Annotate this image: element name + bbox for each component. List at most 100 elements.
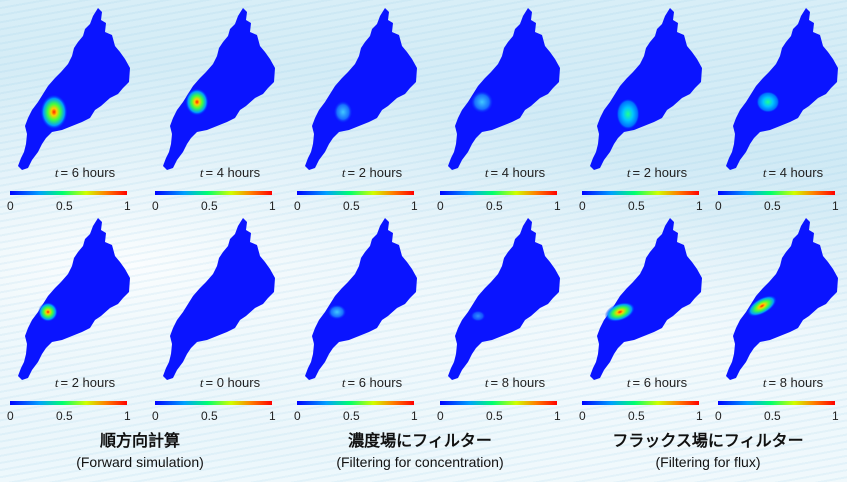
tick-mid: 0.5 — [628, 409, 645, 423]
tick-mid: 0.5 — [764, 199, 781, 213]
map-panel-12: t = 8 hours 0 0.5 1 — [710, 212, 846, 423]
colorbar-ticks: 0 0.5 1 — [710, 409, 846, 423]
caption-en: (Filtering for concentration) — [336, 454, 504, 470]
colorbar — [297, 401, 414, 405]
colorbar-ticks: 0 0.5 1 — [289, 409, 425, 423]
caption-jp: 濃度場にフィルター — [348, 431, 492, 450]
lake-map — [574, 212, 710, 382]
map-panel-9: t = 6 hours 0 0.5 1 — [289, 212, 425, 423]
colorbar-ticks: 0 0.5 1 — [2, 199, 138, 213]
caption-jp: フラックス場にフィルター — [612, 431, 804, 450]
tick-min: 0 — [579, 199, 586, 213]
colorbar-ticks: 0 0.5 1 — [147, 409, 283, 423]
tick-max: 1 — [832, 409, 839, 423]
map-panel-10: t = 8 hours 0 0.5 1 — [432, 212, 568, 423]
tick-max: 1 — [124, 409, 131, 423]
colorbar-ticks: 0 0.5 1 — [432, 199, 568, 213]
lake-map — [710, 2, 846, 172]
map-panel-8: t = 0 hours 0 0.5 1 — [147, 212, 283, 423]
tick-mid: 0.5 — [486, 409, 503, 423]
time-label: t = 2 hours — [626, 165, 688, 180]
lake-map — [710, 212, 846, 382]
tick-max: 1 — [411, 409, 418, 423]
tick-mid: 0.5 — [343, 199, 360, 213]
tick-max: 1 — [124, 199, 131, 213]
time-label: t = 6 hours — [341, 375, 403, 390]
time-label: t = 8 hours — [484, 375, 546, 390]
time-label: t = 4 hours — [199, 165, 261, 180]
lake-map — [2, 2, 138, 172]
caption-forward: 順方向計算 (Forward simulation) — [40, 431, 240, 471]
time-label: t = 0 hours — [199, 375, 261, 390]
lake-map — [2, 212, 138, 382]
time-label: t = 4 hours — [762, 165, 824, 180]
tick-max: 1 — [696, 409, 703, 423]
tick-min: 0 — [7, 199, 14, 213]
tick-max: 1 — [554, 409, 561, 423]
tick-min: 0 — [715, 199, 722, 213]
caption-flux: フラックス場にフィルター (Filtering for flux) — [578, 431, 838, 471]
time-label: t = 4 hours — [484, 165, 546, 180]
colorbar — [155, 401, 272, 405]
map-panel-11: t = 6 hours 0 0.5 1 — [574, 212, 710, 423]
colorbar — [440, 191, 557, 195]
colorbar — [155, 191, 272, 195]
time-label: t = 6 hours — [626, 375, 688, 390]
colorbar — [582, 401, 699, 405]
lake-map — [432, 212, 568, 382]
tick-mid: 0.5 — [764, 409, 781, 423]
tick-max: 1 — [411, 199, 418, 213]
map-panel-1: t = 6 hours 0 0.5 1 — [2, 2, 138, 213]
lake-map — [147, 2, 283, 172]
time-label: t = 2 hours — [341, 165, 403, 180]
colorbar-ticks: 0 0.5 1 — [432, 409, 568, 423]
colorbar — [297, 191, 414, 195]
caption-en: (Forward simulation) — [76, 454, 204, 470]
lake-map — [574, 2, 710, 172]
lake-map — [147, 212, 283, 382]
tick-mid: 0.5 — [201, 199, 218, 213]
lake-map — [289, 2, 425, 172]
map-panel-4: t = 4 hours 0 0.5 1 — [432, 2, 568, 213]
colorbar — [440, 401, 557, 405]
tick-max: 1 — [269, 199, 276, 213]
caption-en: (Filtering for flux) — [655, 454, 761, 470]
map-panel-6: t = 4 hours 0 0.5 1 — [710, 2, 846, 213]
colorbar — [10, 191, 127, 195]
tick-mid: 0.5 — [628, 199, 645, 213]
tick-max: 1 — [269, 409, 276, 423]
tick-min: 0 — [579, 409, 586, 423]
caption-concentration: 濃度場にフィルター (Filtering for concentration) — [300, 431, 540, 471]
tick-min: 0 — [437, 409, 444, 423]
colorbar-ticks: 0 0.5 1 — [710, 199, 846, 213]
tick-min: 0 — [294, 199, 301, 213]
map-panel-3: t = 2 hours 0 0.5 1 — [289, 2, 425, 213]
tick-mid: 0.5 — [56, 199, 73, 213]
colorbar — [718, 401, 835, 405]
map-panel-5: t = 2 hours 0 0.5 1 — [574, 2, 710, 213]
lake-map — [432, 2, 568, 172]
tick-min: 0 — [7, 409, 14, 423]
tick-min: 0 — [152, 409, 159, 423]
tick-mid: 0.5 — [486, 199, 503, 213]
colorbar-ticks: 0 0.5 1 — [2, 409, 138, 423]
colorbar — [10, 401, 127, 405]
tick-min: 0 — [715, 409, 722, 423]
map-panel-2: t = 4 hours 0 0.5 1 — [147, 2, 283, 213]
tick-mid: 0.5 — [343, 409, 360, 423]
lake-map — [289, 212, 425, 382]
tick-min: 0 — [437, 199, 444, 213]
tick-max: 1 — [696, 199, 703, 213]
caption-jp: 順方向計算 — [99, 431, 180, 450]
colorbar-ticks: 0 0.5 1 — [289, 199, 425, 213]
tick-max: 1 — [832, 199, 839, 213]
colorbar-ticks: 0 0.5 1 — [574, 199, 710, 213]
time-label: t = 6 hours — [54, 165, 116, 180]
tick-max: 1 — [554, 199, 561, 213]
map-panel-7: t = 2 hours 0 0.5 1 — [2, 212, 138, 423]
colorbar — [718, 191, 835, 195]
tick-mid: 0.5 — [56, 409, 73, 423]
time-label: t = 8 hours — [762, 375, 824, 390]
